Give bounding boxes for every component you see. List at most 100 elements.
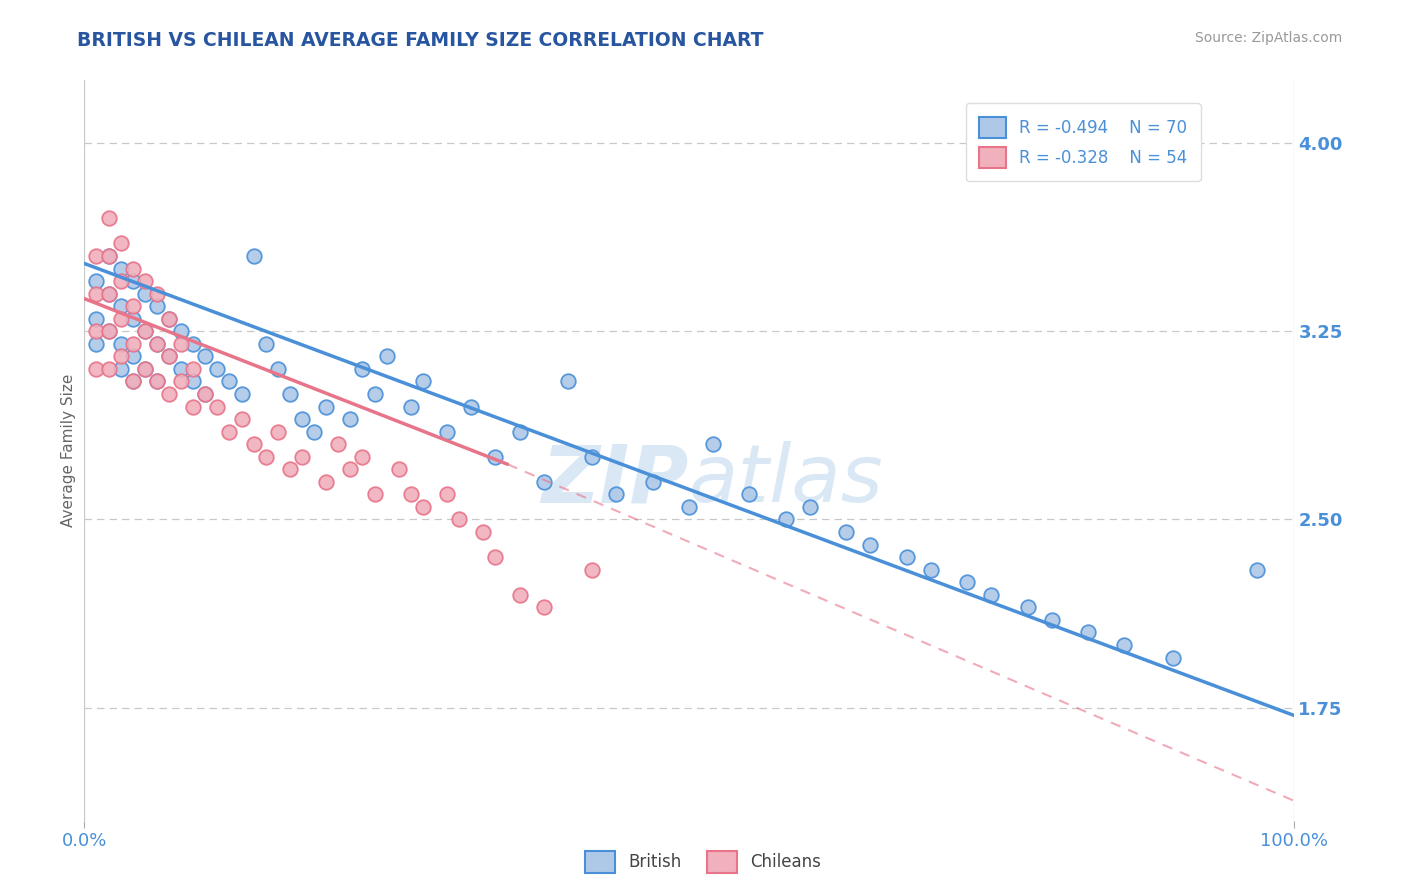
Legend: R = -0.494    N = 70, R = -0.328    N = 54: R = -0.494 N = 70, R = -0.328 N = 54	[966, 103, 1201, 181]
Point	[134, 324, 156, 338]
Point	[121, 299, 143, 313]
Point	[339, 462, 361, 476]
Point	[533, 475, 555, 489]
Point	[134, 274, 156, 288]
Point	[533, 600, 555, 615]
Point	[146, 375, 169, 389]
Point	[980, 588, 1002, 602]
Point	[181, 400, 204, 414]
Point	[110, 261, 132, 276]
Point	[641, 475, 664, 489]
Point	[1114, 638, 1136, 652]
Point	[775, 512, 797, 526]
Point	[363, 487, 385, 501]
Point	[557, 375, 579, 389]
Point	[388, 462, 411, 476]
Point	[97, 211, 120, 226]
Point	[86, 336, 108, 351]
Point	[399, 487, 422, 501]
Point	[146, 336, 169, 351]
Point	[254, 336, 277, 351]
Y-axis label: Average Family Size: Average Family Size	[60, 374, 76, 527]
Point	[181, 336, 204, 351]
Point	[1161, 650, 1184, 665]
Point	[509, 588, 531, 602]
Point	[157, 311, 180, 326]
Point	[231, 387, 253, 401]
Point	[581, 450, 603, 464]
Point	[315, 475, 337, 489]
Point	[581, 563, 603, 577]
Legend: British, Chileans: British, Chileans	[578, 845, 828, 880]
Point	[920, 563, 942, 577]
Point	[110, 274, 132, 288]
Point	[86, 324, 108, 338]
Point	[86, 249, 108, 263]
Point	[799, 500, 821, 514]
Point	[412, 500, 434, 514]
Point	[181, 362, 204, 376]
Point	[110, 336, 132, 351]
Point	[302, 425, 325, 439]
Point	[339, 412, 361, 426]
Point	[157, 311, 180, 326]
Point	[242, 249, 264, 263]
Point	[835, 524, 858, 539]
Point	[207, 362, 229, 376]
Point	[97, 324, 120, 338]
Point	[134, 362, 156, 376]
Point	[121, 375, 143, 389]
Point	[291, 412, 314, 426]
Point	[678, 500, 700, 514]
Point	[254, 450, 277, 464]
Point	[121, 274, 143, 288]
Point	[97, 324, 120, 338]
Point	[702, 437, 724, 451]
Point	[170, 362, 193, 376]
Point	[218, 425, 240, 439]
Point	[859, 538, 882, 552]
Point	[352, 362, 374, 376]
Point	[110, 362, 132, 376]
Point	[399, 400, 422, 414]
Point	[315, 400, 337, 414]
Point	[134, 362, 156, 376]
Point	[146, 375, 169, 389]
Point	[363, 387, 385, 401]
Point	[291, 450, 314, 464]
Point	[1040, 613, 1063, 627]
Text: Source: ZipAtlas.com: Source: ZipAtlas.com	[1195, 31, 1343, 45]
Point	[218, 375, 240, 389]
Point	[267, 362, 290, 376]
Point	[194, 387, 217, 401]
Point	[194, 349, 217, 363]
Point	[231, 412, 253, 426]
Point	[110, 311, 132, 326]
Text: ZIP: ZIP	[541, 441, 689, 519]
Point	[484, 450, 506, 464]
Point	[97, 249, 120, 263]
Text: BRITISH VS CHILEAN AVERAGE FAMILY SIZE CORRELATION CHART: BRITISH VS CHILEAN AVERAGE FAMILY SIZE C…	[77, 31, 763, 50]
Point	[146, 336, 169, 351]
Point	[278, 387, 301, 401]
Point	[956, 575, 979, 590]
Point	[86, 362, 108, 376]
Point	[194, 387, 217, 401]
Point	[146, 286, 169, 301]
Point	[436, 487, 458, 501]
Point	[157, 349, 180, 363]
Point	[170, 336, 193, 351]
Point	[1017, 600, 1039, 615]
Point	[352, 450, 374, 464]
Point	[86, 286, 108, 301]
Point	[1077, 625, 1099, 640]
Point	[242, 437, 264, 451]
Point	[86, 274, 108, 288]
Point	[146, 299, 169, 313]
Point	[267, 425, 290, 439]
Text: atlas: atlas	[689, 441, 884, 519]
Point	[134, 286, 156, 301]
Point	[121, 375, 143, 389]
Point	[328, 437, 350, 451]
Point	[86, 311, 108, 326]
